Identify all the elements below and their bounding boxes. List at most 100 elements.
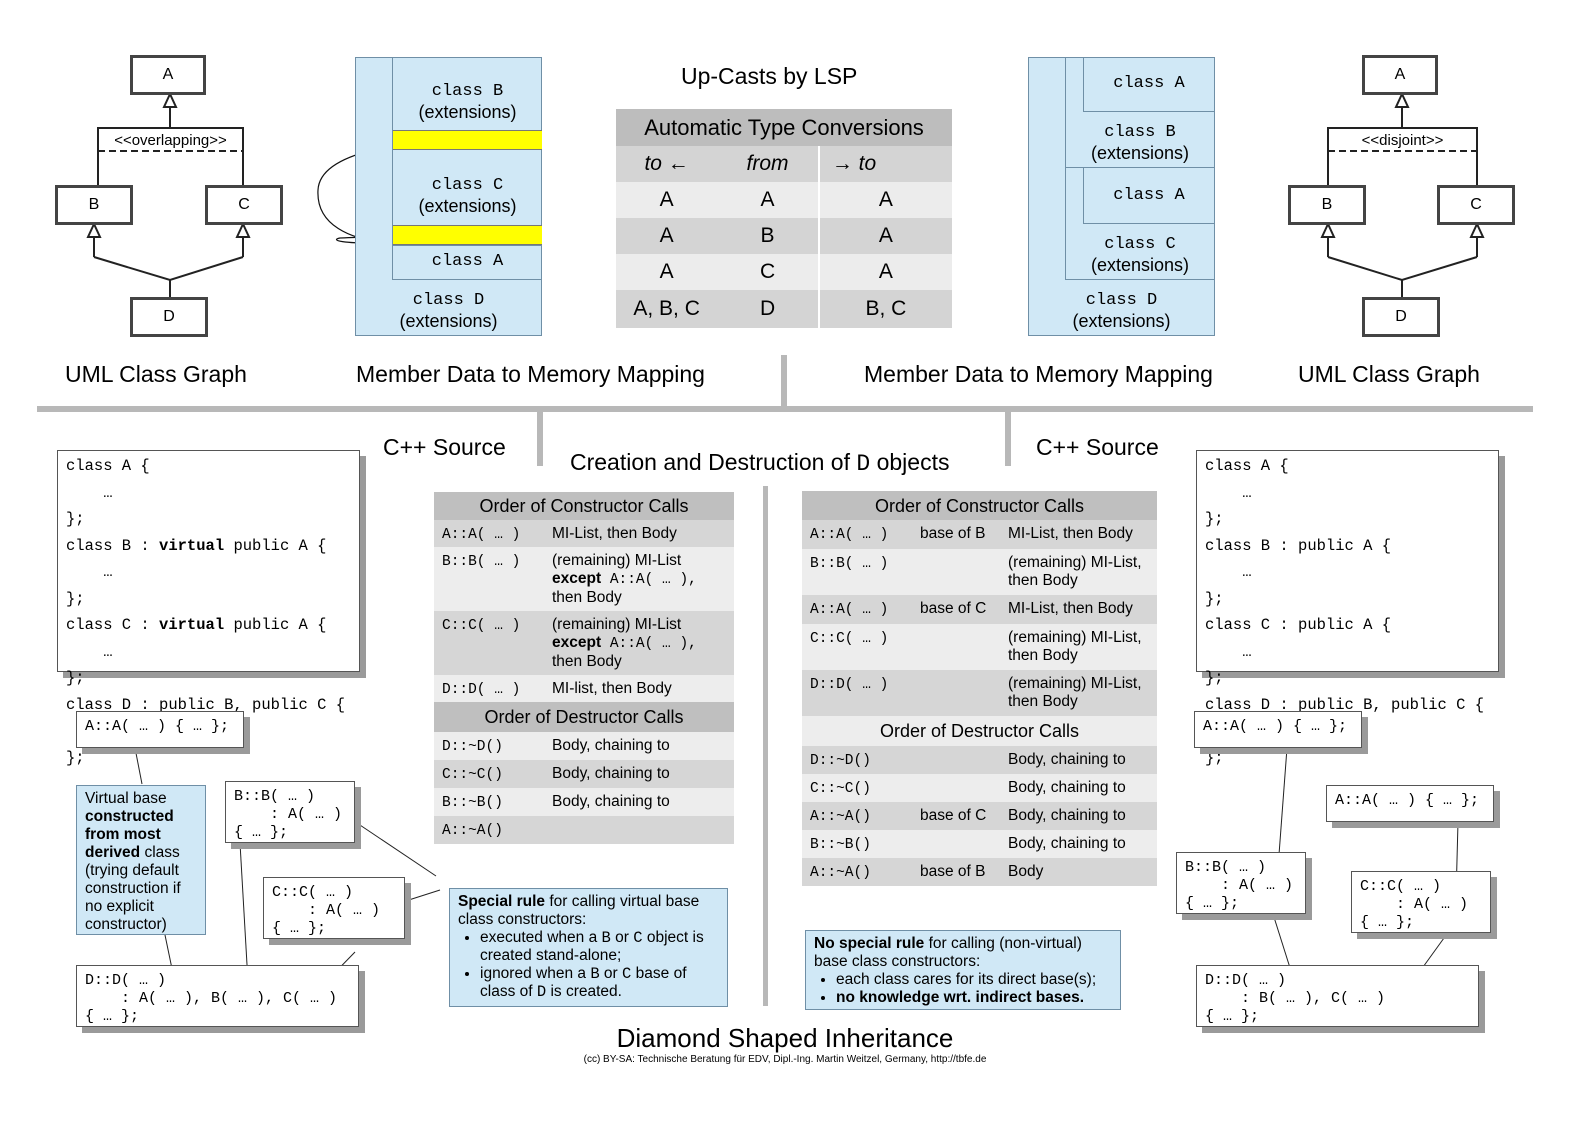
right-vertical-divider: [1005, 412, 1011, 466]
special-rule-note: Special rule for calling virtual base cl…: [449, 888, 728, 1007]
left-call-order-table: Order of Constructor Calls A::A( … ) MI-…: [434, 492, 734, 844]
credit-line: (cc) BY-SA: Technische Beratung für EDV,…: [583, 1054, 987, 1065]
uml-right-caption: UML Class Graph: [1298, 361, 1480, 387]
cpp-source-left-title: C++ Source: [383, 434, 506, 460]
uml-right-class-c: C: [1437, 185, 1515, 225]
memory-left-a-separator: [393, 245, 542, 246]
right-dtor-row: A::~A() base of C Body, chaining to: [802, 802, 1157, 830]
right-call-order-table: Order of Constructor Calls A::A( … ) bas…: [802, 491, 1157, 886]
left-dtor-row: D::~D() Body, chaining to: [434, 732, 734, 760]
right-ctor-header: Order of Constructor Calls: [802, 491, 1157, 520]
memory-left-class-a: class A: [431, 252, 504, 271]
uml-left-constraint: <<overlapping>>: [114, 132, 227, 149]
left-vertical-divider: [537, 412, 543, 466]
left-ctor-row: B::B( … ) (remaining) MI-List except A::A…: [434, 547, 734, 611]
memory-left-class-d: class D (extensions): [399, 291, 498, 331]
right-ctor-row: C::C( … ) (remaining) MI-List, then Body: [802, 624, 1157, 670]
right-snippet-d-ctor: D::D( … ) : B( … ), C( … ) { … };: [1196, 965, 1479, 1027]
memory-right-separator: [1065, 167, 1215, 168]
uml-right-arrow-b: [1320, 221, 1336, 238]
left-ctor-header: Order of Constructor Calls: [434, 492, 734, 520]
top-vertical-divider: [781, 355, 787, 407]
left-snippet-c-ctor: C::C( … ) : A( … ) { … };: [263, 877, 405, 939]
uml-left-edges: [93, 107, 244, 297]
horizontal-divider: [37, 406, 1533, 412]
memory-right-a2-block: [1083, 168, 1215, 224]
uml-left-arrow-a: [162, 91, 178, 108]
right-ctor-row: D::D( … ) (remaining) MI-List, then Body: [802, 670, 1157, 716]
left-ctor-row: D::D( … ) MI-list, then Body: [434, 675, 734, 702]
uml-left-arrow-c: [235, 221, 251, 238]
uml-left-caption: UML Class Graph: [65, 361, 247, 387]
memory-left-class-c: class C (extensions): [418, 176, 517, 216]
memory-left-caption: Member Data to Memory Mapping: [356, 361, 705, 387]
left-snippet-b-ctor: B::B( … ) : A( … ) { … };: [225, 781, 355, 843]
no-special-rule-bullet: each class cares for its direct base(s);: [836, 971, 1112, 989]
virtual-base-note: Virtual base constructed from most deriv…: [76, 785, 206, 935]
memory-right-caption: Member Data to Memory Mapping: [864, 361, 1213, 387]
uml-right-constraint: <<disjoint>>: [1361, 132, 1444, 149]
uml-right-arrow-c: [1469, 221, 1485, 238]
special-rule-bullet: ignored when a B or C base of class of D…: [480, 965, 719, 1001]
memory-left-outer: [355, 57, 542, 336]
memory-left-class-b: class B (extensions): [418, 82, 517, 122]
upcasts-col-from: from: [717, 146, 820, 182]
no-special-rule-note: No special rule for calling (non-virtual…: [805, 930, 1121, 1010]
upcasts-table-title: Automatic Type Conversions: [644, 114, 924, 140]
right-ctor-row: B::B( … ) (remaining) MI-List, then Body: [802, 549, 1157, 595]
left-snippet-d-ctor: D::D( … ) : A( … ), B( … ), C( … ) { … }…: [76, 965, 359, 1027]
right-dtor-row: C::~C() Body, chaining to: [802, 774, 1157, 802]
page-title: Diamond Shaped Inheritance: [616, 1023, 954, 1053]
memory-right-class-b: class B (extensions): [1090, 123, 1190, 163]
memory-left-c-pointer: [393, 225, 542, 245]
uml-left-class-d: D: [130, 297, 208, 337]
left-ctor-row: C::C( … ) (remaining) MI-List except A::A…: [434, 611, 734, 675]
memory-right-outer: [1028, 57, 1215, 336]
right-ctor-row: A::A( … ) base of B MI-List, then Body: [802, 520, 1157, 549]
uml-right-class-d: D: [1362, 297, 1440, 337]
cpp-source-left: class A { …}; class B : virtual public A …: [57, 450, 360, 767]
memory-right-a1-block: [1083, 57, 1215, 112]
uml-right-edges: [1327, 107, 1478, 297]
uml-right-arrow-a: [1394, 91, 1410, 108]
uml-left-class-b: B: [55, 185, 133, 225]
right-snippet-c-ctor: C::C( … ) : A( … ) { … };: [1351, 871, 1491, 933]
uml-left-arrow-b: [86, 221, 102, 238]
memory-left-b-pointer: [393, 130, 542, 150]
right-ctor-row: A::A( … ) base of C MI-List, then Body: [802, 595, 1157, 624]
uml-right-class-b: B: [1288, 185, 1366, 225]
left-ctor-row: A::A( … ) MI-List, then Body: [434, 520, 734, 547]
left-snippet-a-ctor: A::A( … ) { … };: [76, 711, 244, 748]
cpp-source-right-title: C++ Source: [1036, 434, 1159, 460]
memory-right-class-a2: class A: [1113, 186, 1185, 205]
left-dtor-row: B::~B() Body, chaining to: [434, 788, 734, 816]
right-dtor-row: D::~D() Body, chaining to: [802, 746, 1157, 774]
right-dtor-row: A::~A() base of B Body: [802, 858, 1157, 886]
left-dtor-header: Order of Destructor Calls: [434, 702, 734, 732]
right-snippet-a-ctor-1: A::A( … ) { … };: [1194, 711, 1362, 748]
uml-left-class-a: A: [130, 55, 206, 95]
memory-right-class-c: class C (extensions): [1090, 235, 1190, 275]
left-dtor-row: C::~C() Body, chaining to: [434, 760, 734, 788]
upcasts-col-to-right: → to: [831, 152, 877, 175]
memory-right-class-a1: class A: [1113, 74, 1185, 93]
memory-left-inner: [392, 57, 542, 280]
upcasts-col-to-left: to ←: [644, 152, 689, 175]
cpp-source-right: class A { …}; class B : public A { …}; cla…: [1196, 450, 1499, 767]
memory-right-class-d: class D (extensions): [1072, 291, 1171, 331]
left-dtor-row: A::~A(): [434, 816, 734, 844]
upcasts-row: A, B, C D B, C: [616, 290, 952, 328]
right-dtor-header: Order of Destructor Calls: [802, 716, 1157, 746]
creation-destruction-title: Creation and Destruction of D objects: [570, 449, 950, 477]
center-vertical-divider: [763, 486, 768, 1006]
no-special-rule-bullet: no knowledge wrt. indirect bases.: [836, 989, 1112, 1007]
special-rule-bullet: executed when a B or C object is created…: [480, 929, 719, 965]
upcasts-title: Up-Casts by LSP: [681, 63, 858, 89]
memory-right-inner: [1065, 57, 1215, 280]
uml-right-class-a: A: [1362, 55, 1438, 95]
right-snippet-b-ctor: B::B( … ) : A( … ) { … };: [1176, 852, 1306, 914]
right-dtor-row: B::~B() Body, chaining to: [802, 830, 1157, 858]
